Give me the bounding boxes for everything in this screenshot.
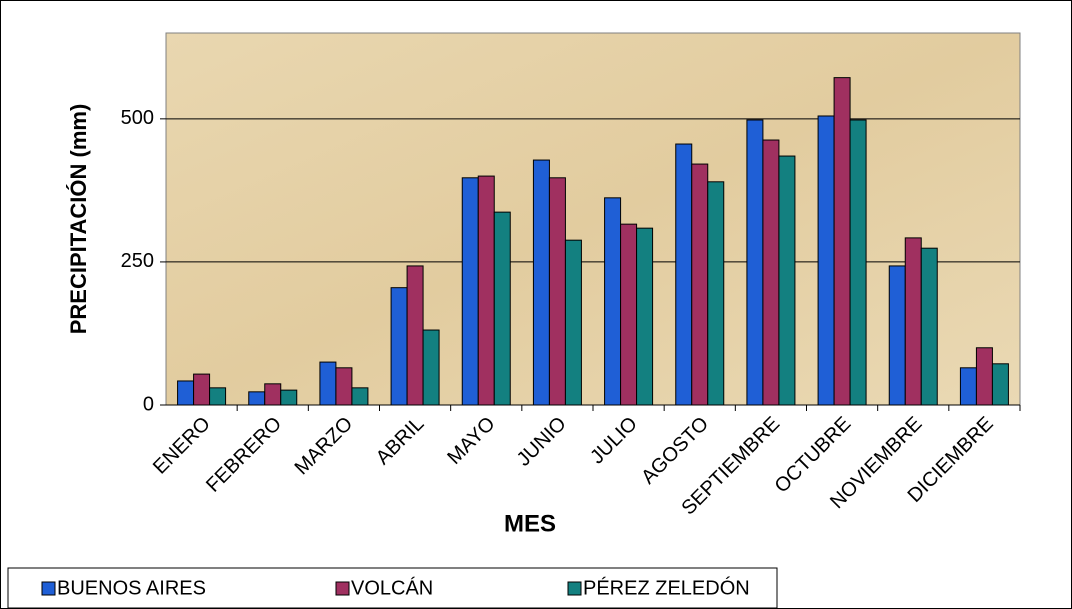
bar (319, 361, 337, 406)
y-tick-label: 500 (121, 107, 154, 129)
legend-label: BUENOS AIRES (57, 577, 206, 599)
bar (248, 391, 266, 406)
y-axis-title: PRECIPITACIÓN (mm) (66, 104, 91, 335)
bar (461, 177, 479, 406)
bar (335, 367, 353, 406)
legend-label: VOLCÁN (351, 576, 433, 599)
bar (193, 373, 211, 406)
bar (209, 387, 227, 406)
bar (707, 181, 725, 406)
bar (620, 223, 638, 406)
bar (888, 265, 906, 406)
y-tick-label: 0 (143, 393, 154, 415)
bar (991, 363, 1009, 406)
bar (390, 287, 408, 406)
bar (691, 163, 709, 406)
bar (849, 119, 867, 406)
bar (548, 177, 566, 406)
bar (177, 380, 195, 406)
bar (351, 387, 369, 406)
y-tick-label: 250 (121, 250, 154, 272)
bar (564, 239, 582, 406)
plot-area (165, 32, 1021, 406)
legend-swatch (335, 581, 350, 596)
bar (762, 139, 780, 406)
legend-swatch (567, 581, 582, 596)
bar (817, 115, 835, 406)
legend-label: PÉREZ ZELEDÓN (583, 576, 750, 599)
bar (636, 227, 654, 406)
bar (746, 119, 764, 406)
bar (532, 159, 550, 406)
bar (280, 389, 298, 406)
bar (604, 197, 622, 406)
bar (920, 247, 938, 406)
x-axis-title: MES (504, 510, 556, 537)
bar (904, 237, 922, 406)
bar (833, 77, 851, 406)
bar (778, 155, 796, 406)
bar (975, 347, 993, 406)
bar (959, 367, 977, 406)
bar (264, 383, 282, 406)
bar (493, 211, 511, 406)
bar (406, 265, 424, 406)
bar (675, 143, 693, 406)
bar (422, 329, 440, 406)
legend (7, 567, 778, 609)
bar (477, 175, 495, 406)
legend-swatch (41, 581, 56, 596)
